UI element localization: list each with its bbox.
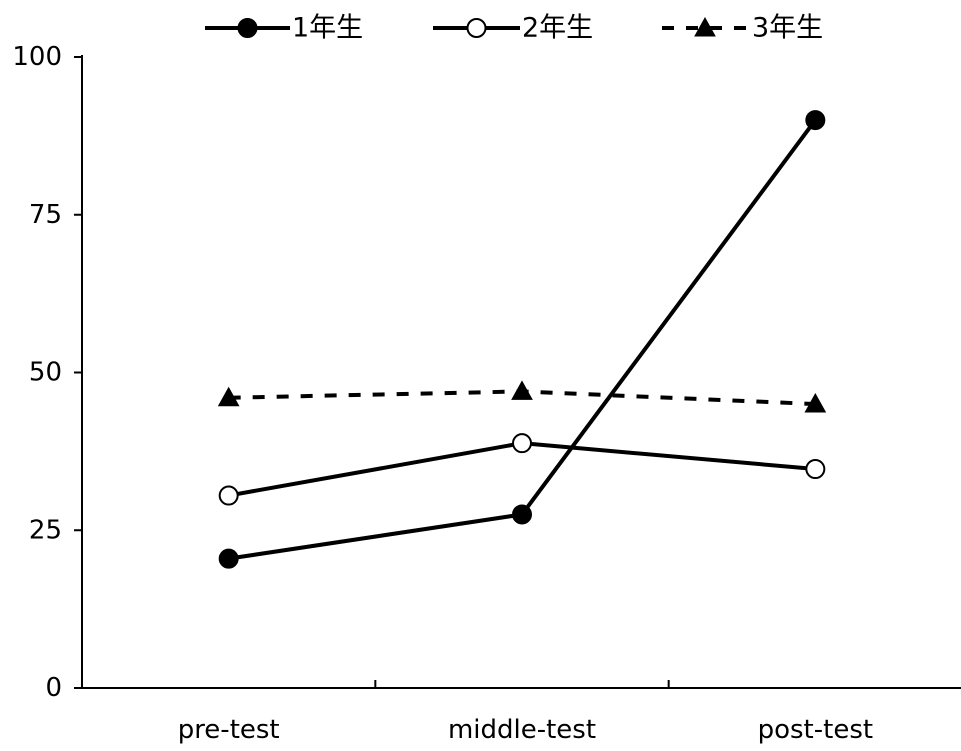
legend-label: 2年生 xyxy=(522,13,593,44)
axes: 0 25 50 75 100 pre-test middle-test post-test xyxy=(12,42,961,745)
data-point-triangle xyxy=(511,380,533,400)
legend-label: 1年生 xyxy=(292,13,363,44)
x-tick-label: pre-test xyxy=(178,715,280,745)
series-3 xyxy=(217,380,827,413)
y-tick-label: 0 xyxy=(45,673,62,703)
y-tick-label: 25 xyxy=(29,515,62,545)
data-point-open-circle xyxy=(466,18,487,38)
data-point-filled-circle xyxy=(512,504,532,525)
y-tick-label: 50 xyxy=(29,358,62,388)
series-2 xyxy=(218,433,826,506)
legend: 1年生 2年生 3年生 xyxy=(205,13,823,44)
data-point-open-circle xyxy=(218,485,239,506)
data-point-filled-circle xyxy=(237,18,258,38)
data-point-triangle xyxy=(804,393,827,413)
data-point-open-circle xyxy=(512,433,532,454)
y-tick-label: 100 xyxy=(12,42,62,72)
y-tick-label: 75 xyxy=(29,200,62,230)
data-point-triangle xyxy=(217,386,240,407)
data-point-triangle xyxy=(694,16,716,37)
data-point-filled-circle xyxy=(805,110,826,131)
data-point-open-circle xyxy=(805,459,826,480)
legend-item-1: 1年生 xyxy=(205,13,363,44)
legend-label: 3年生 xyxy=(752,13,823,44)
legend-item-2: 2年生 xyxy=(433,13,593,44)
series-1 xyxy=(218,110,826,569)
data-point-filled-circle xyxy=(218,548,239,569)
legend-item-3: 3年生 xyxy=(662,13,823,44)
x-tick-label: middle-test xyxy=(448,715,596,745)
series-line xyxy=(228,118,817,561)
series-layer xyxy=(217,110,827,569)
x-tick-label: post-test xyxy=(758,715,873,745)
